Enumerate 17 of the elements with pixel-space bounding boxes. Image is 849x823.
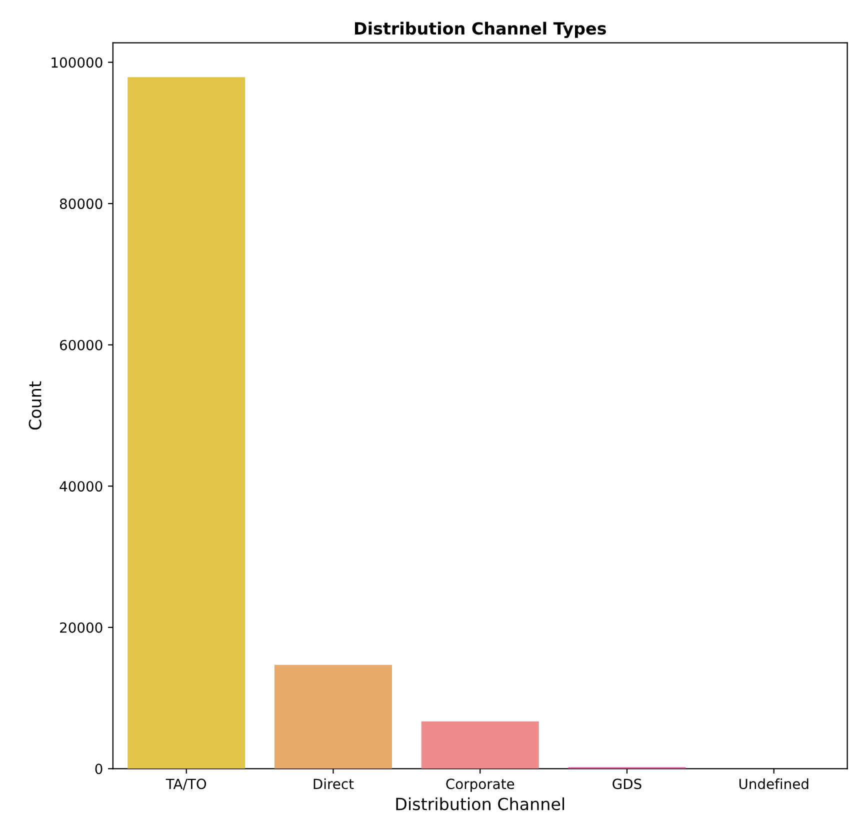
x-tick-label: Undefined <box>739 778 808 790</box>
chart-title: Distribution Channel Types <box>355 22 606 38</box>
y-tick-label: 20000 <box>60 622 102 633</box>
bar <box>421 721 539 769</box>
bar <box>274 664 392 769</box>
y-tick-label: 100000 <box>52 57 102 68</box>
x-axis-title: Distribution Channel <box>396 797 564 810</box>
x-tick-label: Corporate <box>446 778 514 792</box>
x-tick-label: GDS <box>612 778 642 790</box>
y-axis-title: Count <box>28 381 42 430</box>
x-tick-label: TA/TO <box>166 778 206 790</box>
y-tick-label: 0 <box>95 764 102 774</box>
y-tick-label: 80000 <box>60 198 102 210</box>
y-tick-label: 40000 <box>60 481 102 492</box>
x-tick-label: Direct <box>314 778 354 790</box>
bar <box>128 77 246 769</box>
y-tick-label: 60000 <box>60 340 102 350</box>
